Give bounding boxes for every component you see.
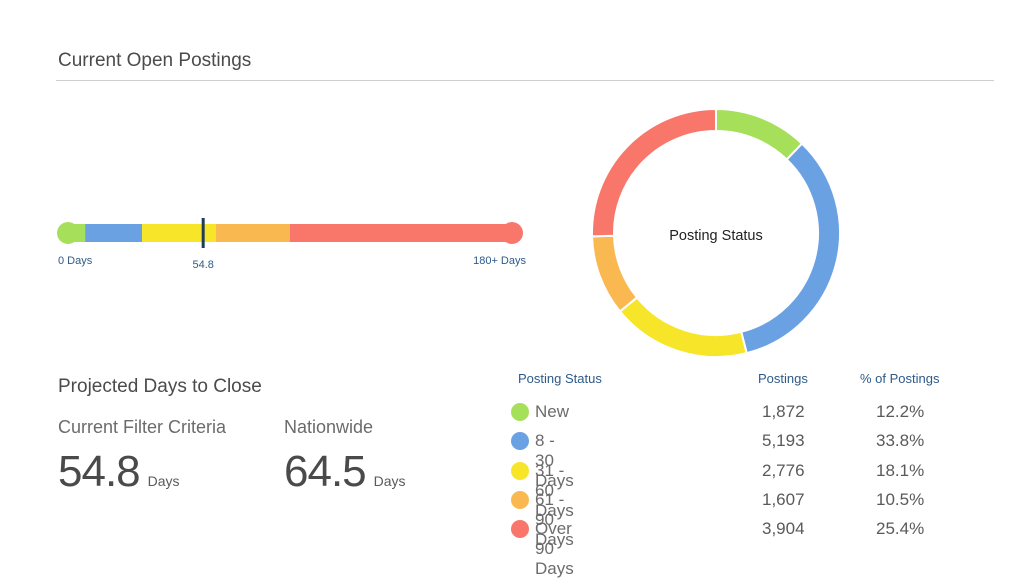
timeline-marker xyxy=(201,218,205,248)
current-filter-label: Current Filter Criteria xyxy=(58,417,227,437)
timeline-segment xyxy=(216,224,291,242)
donut-slice xyxy=(618,296,748,358)
postings-percent: 12.2% xyxy=(876,402,925,421)
timeline-start-cap xyxy=(57,222,79,244)
column-header-postings: Postings xyxy=(758,371,808,386)
page-title: Current Open Postings xyxy=(58,50,252,71)
timeline-segments xyxy=(57,222,523,244)
nationwide-metric: 64.5 Days xyxy=(284,447,406,497)
donut-slices xyxy=(591,107,841,358)
nationwide-value: 64.5 xyxy=(284,447,367,496)
days-timeline: 0 Days 54.8 180+ Days xyxy=(57,218,526,271)
current-filter-value: 54.8 xyxy=(58,447,141,496)
postings-count: 1,872 xyxy=(762,402,805,421)
header-divider xyxy=(56,80,994,81)
postings-percent: 33.8% xyxy=(876,431,925,451)
timeline-marker-label: 54.8 xyxy=(192,259,213,271)
status-label: 31 - 60 Days xyxy=(535,460,574,520)
donut-slice xyxy=(715,107,804,161)
nationwide-unit: Days xyxy=(373,473,406,489)
status-label: Over 90 Days xyxy=(535,519,574,579)
column-header-percent: % of Postings xyxy=(860,371,940,386)
donut-slice xyxy=(591,107,717,238)
timeline-marker-line xyxy=(201,218,205,248)
timeline-segment xyxy=(85,224,143,242)
postings-count: 3,904 xyxy=(762,519,805,539)
timeline-segment xyxy=(142,224,217,242)
postings-percent: 18.1% xyxy=(876,460,925,480)
postings-percent: 10.5% xyxy=(876,489,925,509)
postings-percent: 25.4% xyxy=(876,519,925,539)
current-filter-unit: Days xyxy=(147,473,180,489)
status-label: 8 - 30 Days xyxy=(535,431,574,491)
legend-dot xyxy=(511,490,529,509)
timeline-segment xyxy=(290,224,513,242)
status-label: New xyxy=(535,402,570,421)
timeline-end-label: 180+ Days xyxy=(473,255,526,267)
posting-status-donut: Posting Status xyxy=(591,107,841,358)
projected-days-title: Projected Days to Close xyxy=(58,376,262,397)
donut-center-label: Posting Status xyxy=(669,228,763,244)
legend-dot xyxy=(511,461,529,480)
status-label: 61 - 90 Days xyxy=(535,489,574,549)
postings-count: 1,607 xyxy=(762,489,805,509)
timeline-end-cap xyxy=(501,222,523,244)
legend-dot xyxy=(511,520,529,539)
postings-count: 2,776 xyxy=(762,460,805,480)
column-header-status: Posting Status xyxy=(518,371,602,386)
legend-dot xyxy=(511,403,529,421)
donut-slice xyxy=(740,142,841,355)
donut-slice xyxy=(591,234,639,313)
timeline-start-label: 0 Days xyxy=(58,255,93,267)
legend-dot xyxy=(511,432,529,451)
current-filter-metric: 54.8 Days xyxy=(58,447,180,497)
postings-count: 5,193 xyxy=(762,431,805,451)
nationwide-label: Nationwide xyxy=(284,417,374,437)
